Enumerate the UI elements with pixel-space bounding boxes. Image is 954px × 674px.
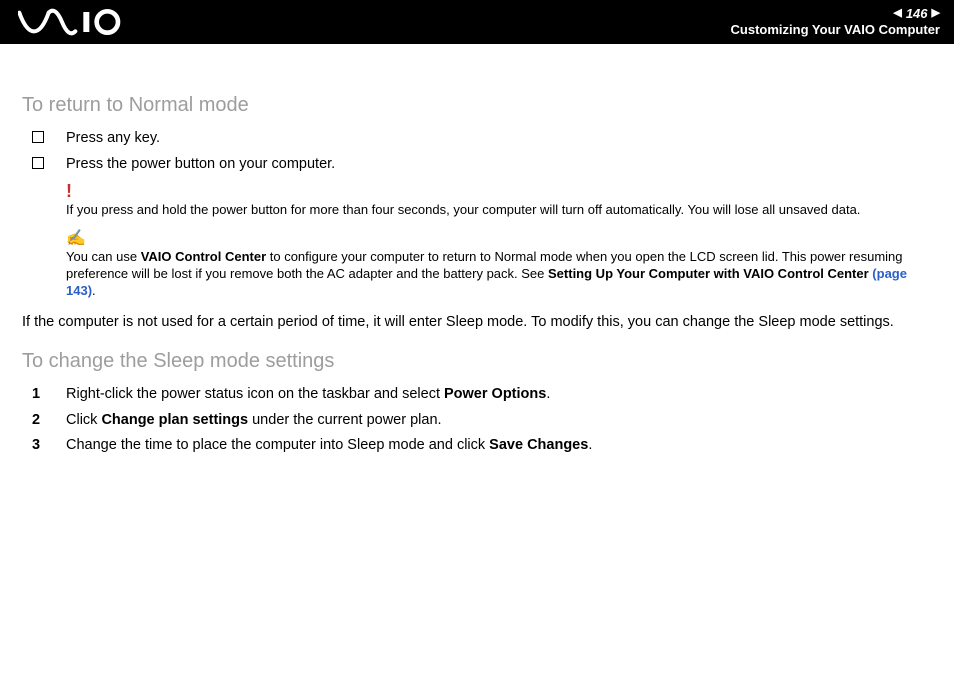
list-item: 1 Right-click the power status icon on t… <box>32 385 932 405</box>
vaio-logo-icon <box>18 8 138 36</box>
list-item-text: Press any key. <box>66 129 160 149</box>
step-text: Right-click the power status icon on the… <box>66 385 550 405</box>
warning-icon: ! <box>66 182 932 200</box>
checklist-return-normal: Press any key. Press the power button on… <box>32 129 932 174</box>
page-header: ◀ 146 ▶ Customizing Your VAIO Computer <box>0 0 954 44</box>
note-block: ✍ You can use VAIO Control Center to con… <box>66 231 932 300</box>
header-right-block: ◀ 146 ▶ Customizing Your VAIO Computer <box>731 3 940 37</box>
checkbox-icon <box>32 157 44 169</box>
note-text: You can use VAIO Control Center to confi… <box>66 249 932 300</box>
next-page-icon[interactable]: ▶ <box>932 8 940 19</box>
warning-block: ! If you press and hold the power button… <box>66 182 932 219</box>
step-number: 2 <box>32 411 66 431</box>
prev-page-icon[interactable]: ◀ <box>893 8 901 19</box>
numbered-steps: 1 Right-click the power status icon on t… <box>32 385 932 456</box>
list-item: 3 Change the time to place the computer … <box>32 436 932 456</box>
note-pen-icon: ✍ <box>66 231 932 247</box>
heading-return-normal: To return to Normal mode <box>22 94 932 117</box>
heading-sleep-settings: To change the Sleep mode settings <box>22 350 932 373</box>
page-content: To return to Normal mode Press any key. … <box>0 44 954 456</box>
step-text: Click Change plan settings under the cur… <box>66 411 442 431</box>
body-paragraph: If the computer is not used for a certai… <box>22 312 932 332</box>
step-text: Change the time to place the computer in… <box>66 436 592 456</box>
checkbox-icon <box>32 131 44 143</box>
section-title: Customizing Your VAIO Computer <box>731 22 940 37</box>
list-item-text: Press the power button on your computer. <box>66 155 335 175</box>
page-number: 146 <box>906 6 928 21</box>
list-item: Press the power button on your computer. <box>32 155 932 175</box>
step-number: 1 <box>32 385 66 405</box>
list-item: Press any key. <box>32 129 932 149</box>
step-number: 3 <box>32 436 66 456</box>
page-navigator: ◀ 146 ▶ <box>893 6 940 21</box>
list-item: 2 Click Change plan settings under the c… <box>32 411 932 431</box>
warning-text: If you press and hold the power button f… <box>66 202 932 219</box>
